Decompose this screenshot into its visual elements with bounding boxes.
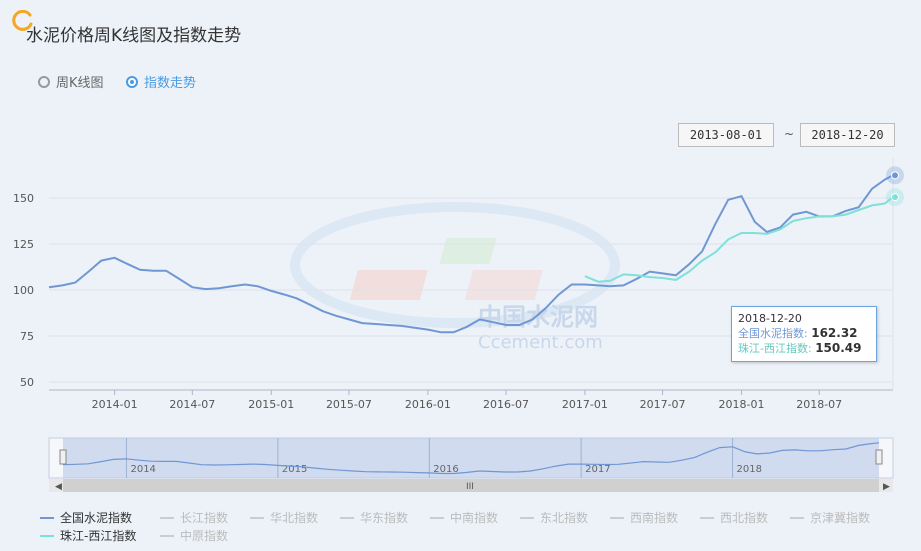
watermark-subtext: Ccement.com [478,332,603,353]
range-navigator[interactable]: 2014 2015 2016 2017 2018 ◀ ▶ III [0,436,921,496]
navigator-year-label: 2017 [585,464,610,475]
scrollbar-thumb[interactable] [63,479,879,492]
scroll-right-icon[interactable]: ▶ [883,482,890,492]
radio-index-label: 指数走势 [144,76,197,91]
radio-weekly-label: 周K线图 [56,76,104,91]
legend-item[interactable]: 西北指数 [700,509,768,526]
legend-swatch [430,516,444,519]
index-line-chart: 中国水泥网 Ccement.com 50 75 100 125 150 2014-01 2… [13,158,904,411]
x-tick-label: 2015-07 [326,398,372,411]
x-tick-label: 2018-01 [719,398,765,411]
y-tick-label: 75 [20,330,34,343]
tooltip-label: 珠江-西江指数: [738,342,812,355]
legend-label: 中原指数 [180,529,229,543]
series-line-2 [584,196,894,283]
navigator-year-label: 2016 [433,464,458,475]
tooltip-value: 162.32 [811,326,858,340]
legend-item[interactable]: 西南指数 [610,509,678,526]
legend-item[interactable]: 珠江-西江指数 [40,527,136,544]
page-title: 水泥价格周K线图及指数走势 [26,26,242,46]
legend-label: 长江指数 [180,511,229,525]
date-start-input[interactable]: 2013-08-01 [678,123,774,147]
legend-item[interactable]: 京津冀指数 [790,509,870,526]
legend-swatch [40,516,54,519]
legend-swatch [520,516,534,519]
y-tick-label: 100 [13,284,34,297]
navigator-handle-right[interactable] [875,449,883,465]
y-tick-label: 150 [13,192,34,205]
tooltip-row-national: 全国水泥指数: 162.32 [738,326,870,341]
tooltip-row-pearl: 珠江-西江指数: 150.49 [738,341,870,356]
x-tick-label: 2017-07 [640,398,686,411]
x-tick-label: 2015-01 [248,398,294,411]
legend-label: 西南指数 [630,511,679,525]
y-tick-label: 125 [13,238,34,251]
x-tick-label: 2014-01 [92,398,138,411]
navigator-year-label: 2014 [130,464,155,475]
series-end-marker [891,193,899,202]
y-tick-label: 50 [20,376,34,389]
legend-swatch [610,516,624,519]
x-tick-label: 2016-07 [483,398,529,411]
date-end-input[interactable]: 2018-12-20 [800,123,895,147]
legend-item[interactable]: 中原指数 [160,527,228,544]
legend-label: 京津冀指数 [810,511,871,525]
watermark-text: 中国水泥网 [478,303,598,331]
x-tick-label: 2017-01 [562,398,608,411]
series-line-1 [48,174,894,334]
x-tick-label: 2014-07 [169,398,215,411]
legend-label: 珠江-西江指数 [60,529,137,543]
navigator-handle-left[interactable] [59,449,67,465]
date-separator: ~ [784,127,795,141]
legend-swatch [40,534,54,537]
navigator-year-label: 2015 [282,464,307,475]
radio-index-trend[interactable]: 指数走势 [126,72,196,91]
legend-item[interactable]: 全国水泥指数 [40,509,132,526]
legend-item[interactable]: 东北指数 [520,509,588,526]
scroll-grip-icon[interactable]: III [466,482,474,492]
scroll-left-icon[interactable]: ◀ [55,482,62,492]
x-tick-label: 2018-07 [796,398,842,411]
legend-label: 东北指数 [540,511,589,525]
legend-swatch [790,516,804,519]
legend-swatch [160,534,174,537]
legend-swatch [340,516,354,519]
legend-label: 中南指数 [450,511,499,525]
legend-swatch [160,516,174,519]
x-tick-label: 2016-01 [405,398,451,411]
legend-item[interactable]: 长江指数 [160,509,228,526]
tooltip-date: 2018-12-20 [738,312,802,325]
legend-label: 华东指数 [360,511,409,525]
legend-label: 全国水泥指数 [60,511,133,525]
legend-swatch [250,516,264,519]
legend-label: 华北指数 [270,511,319,525]
radio-icon [38,75,50,88]
series-end-marker [891,171,899,180]
tooltip-value: 150.49 [815,341,862,355]
legend-item[interactable]: 华北指数 [250,509,318,526]
chart-legend: 全国水泥指数 长江指数 华北指数 华东指数 中南指数 东北指数 西南指数 西北指数 京津冀指数珠… [0,505,921,551]
logo-icon [12,10,33,31]
navigator-selection[interactable] [63,438,879,478]
legend-item[interactable]: 华东指数 [340,509,408,526]
legend-swatch [700,516,714,519]
navigator-year-label: 2018 [737,464,762,475]
radio-weekly-kline[interactable]: 周K线图 [38,72,104,91]
legend-label: 西北指数 [720,511,769,525]
legend-item[interactable]: 中南指数 [430,509,498,526]
chart-tooltip: 2018-12-20 全国水泥指数: 162.32 珠江-西江指数: 150.4… [731,306,877,362]
radio-selected-icon [126,75,138,88]
tooltip-label: 全国水泥指数: [738,327,808,340]
